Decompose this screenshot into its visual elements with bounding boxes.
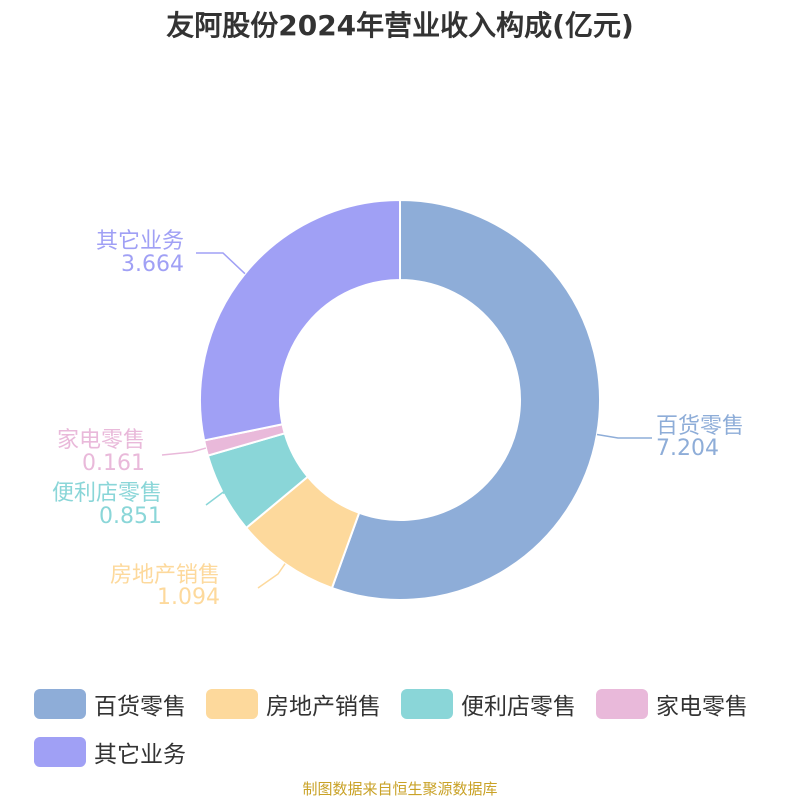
legend-item-5[interactable]: 其它业务	[34, 736, 186, 768]
legend-label: 房地产销售	[266, 694, 381, 720]
slice-label-name-2: 房地产销售	[110, 563, 220, 588]
leader-line-1	[596, 433, 652, 439]
slice-label-value-2: 1.094	[157, 585, 220, 610]
slice-label-value-5: 3.664	[121, 252, 184, 277]
legend-swatch	[596, 689, 648, 719]
legend-item-3[interactable]: 便利店零售	[401, 688, 576, 720]
source-note: 制图数据来自恒生聚源数据库	[302, 780, 498, 798]
legend-item-2[interactable]: 房地产销售	[206, 688, 381, 720]
leader-line-2	[257, 563, 286, 589]
donut-slice-1[interactable]	[330, 198, 602, 601]
legend-label: 家电零售	[656, 694, 748, 720]
legend-item-1[interactable]: 百货零售	[34, 688, 186, 720]
leader-line-3	[205, 489, 227, 506]
legend-swatch	[206, 689, 258, 719]
slice-label-name-1: 百货零售	[656, 414, 744, 439]
leader-line-4	[161, 447, 207, 456]
slice-label-name-4: 家电零售	[57, 428, 145, 453]
legend-swatch	[34, 689, 86, 719]
legend-label: 其它业务	[94, 742, 186, 768]
donut-slice-5[interactable]	[199, 198, 401, 442]
legend-label: 百货零售	[94, 694, 186, 720]
legend-label: 便利店零售	[461, 694, 576, 720]
chart-title: 友阿股份2024年营业收入构成(亿元)	[166, 9, 634, 42]
slice-label-value-3: 0.851	[99, 504, 162, 529]
slice-label-value-4: 0.161	[82, 451, 145, 476]
slice-label-name-5: 其它业务	[96, 229, 184, 254]
slice-label-value-1: 7.204	[656, 436, 719, 461]
legend-item-4[interactable]: 家电零售	[596, 688, 748, 720]
legend: 百货零售 房地产销售 便利店零售 家电零售其它业务	[34, 688, 794, 768]
leader-line-5	[196, 252, 246, 275]
slice-label-name-3: 便利店零售	[52, 481, 162, 506]
legend-swatch	[401, 689, 453, 719]
legend-swatch	[34, 737, 86, 767]
